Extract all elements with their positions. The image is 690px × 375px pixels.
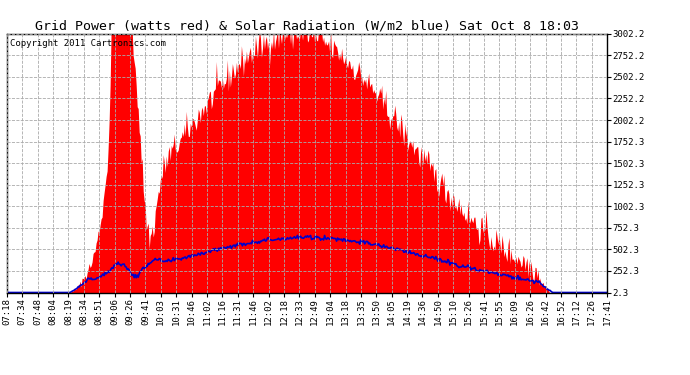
Text: Copyright 2011 Cartronics.com: Copyright 2011 Cartronics.com: [10, 39, 166, 48]
Title: Grid Power (watts red) & Solar Radiation (W/m2 blue) Sat Oct 8 18:03: Grid Power (watts red) & Solar Radiation…: [35, 20, 579, 33]
